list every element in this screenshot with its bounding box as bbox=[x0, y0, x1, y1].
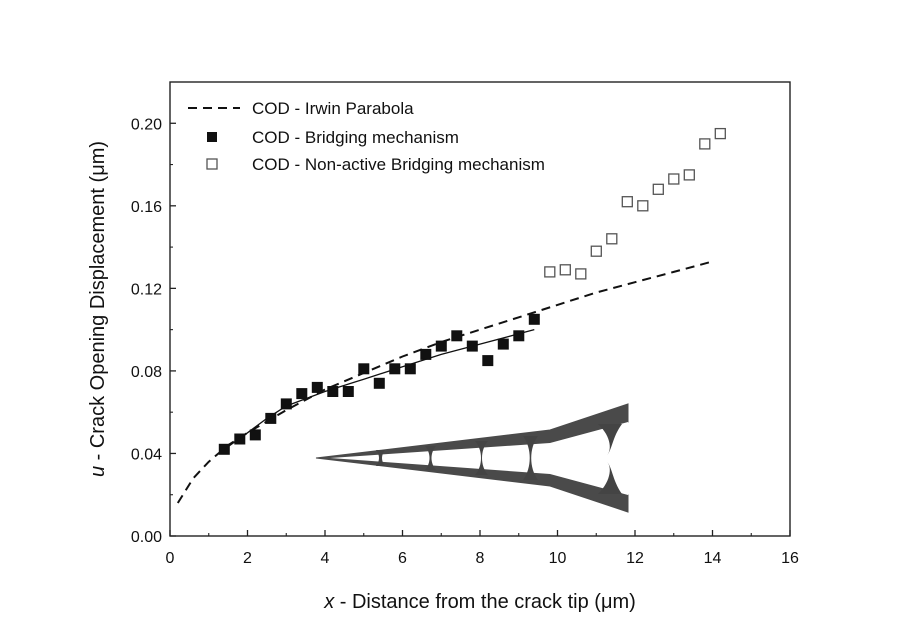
y-tick-label: 0.16 bbox=[131, 199, 162, 216]
non-active-data-point bbox=[668, 173, 680, 185]
non-active-data-point bbox=[559, 264, 571, 276]
series-layer bbox=[176, 127, 726, 504]
bridging-data-point bbox=[513, 330, 525, 342]
bridge-ligament bbox=[475, 441, 488, 475]
x-tick-label: 6 bbox=[398, 550, 407, 567]
bridging-data-point bbox=[296, 388, 308, 400]
bridge-ligament bbox=[376, 450, 385, 466]
y-axis-label-var: u bbox=[87, 466, 109, 477]
bridging-fit-line bbox=[223, 328, 535, 450]
x-tick-label: 2 bbox=[243, 550, 252, 567]
x-tick-label: 10 bbox=[549, 550, 567, 567]
x-tick-label: 8 bbox=[476, 550, 485, 567]
y-tick-label: 0.00 bbox=[131, 529, 162, 546]
bridging-data-point bbox=[435, 340, 447, 352]
bridging-data-point bbox=[358, 363, 370, 375]
legend: COD - Irwin Parabola COD - Bridging mech… bbox=[188, 99, 545, 174]
non-active-data-point bbox=[621, 196, 633, 208]
bridging-data-point bbox=[265, 412, 277, 424]
bridge-ligament bbox=[425, 446, 436, 470]
x-axis: 0 2 4 6 8 10 12 14 16 bbox=[166, 530, 799, 567]
non-active-data-point bbox=[714, 127, 726, 140]
legend-label-irwin: COD - Irwin Parabola bbox=[252, 99, 414, 118]
legend-filled-square bbox=[207, 132, 217, 142]
x-tick-label: 14 bbox=[704, 550, 722, 567]
crack-opening bbox=[330, 422, 628, 495]
x-tick-label: 16 bbox=[781, 550, 799, 567]
crack-bridging-schematic bbox=[315, 403, 629, 513]
bridging-data-point bbox=[327, 386, 339, 397]
y-axis-label: u - Crack Opening Displacement (μm) bbox=[87, 141, 109, 477]
x-tick-label: 0 bbox=[166, 550, 175, 567]
x-tick-label: 4 bbox=[321, 550, 330, 567]
y-tick-label: 0.08 bbox=[131, 364, 162, 381]
broken-bridge-ligament bbox=[598, 424, 622, 494]
legend-label-bridging: COD - Bridging mechanism bbox=[252, 128, 459, 147]
bridging-data-point bbox=[249, 429, 261, 441]
x-axis-label: x - Distance from the crack tip (μm) bbox=[323, 591, 636, 613]
x-axis-label-text: - Distance from the crack tip (μm) bbox=[334, 591, 636, 613]
non-active-data-point bbox=[575, 268, 587, 280]
x-tick-label: 12 bbox=[626, 550, 644, 567]
non-active-data-point bbox=[606, 233, 618, 245]
legend-label-non-active: COD - Non-active Bridging mechanism bbox=[252, 155, 545, 174]
bridging-data-point bbox=[451, 330, 463, 342]
y-tick-label: 0.04 bbox=[131, 446, 162, 463]
non-active-data-point bbox=[590, 245, 602, 257]
bridge-ligament bbox=[523, 436, 538, 480]
non-active-data-point bbox=[637, 200, 649, 212]
bridging-data-point bbox=[373, 377, 385, 389]
non-active-data-point bbox=[683, 169, 695, 181]
y-axis: 0.00 0.04 0.08 0.12 0.16 0.20 bbox=[131, 116, 176, 546]
y-tick-label: 0.12 bbox=[131, 281, 162, 298]
bridging-data-point bbox=[482, 355, 494, 367]
bridging-data-point bbox=[528, 313, 540, 325]
legend-open-square bbox=[206, 158, 218, 170]
bridging-data-point bbox=[280, 398, 292, 410]
bridging-data-point bbox=[311, 381, 323, 393]
x-axis-label-var: x bbox=[323, 591, 335, 613]
bridging-data-point bbox=[497, 338, 509, 350]
non-active-data-point bbox=[544, 266, 556, 278]
y-axis-label-text: - Crack Opening Displacement (μm) bbox=[87, 141, 109, 466]
non-active-data-point bbox=[652, 183, 664, 195]
non-active-data-point bbox=[699, 138, 711, 150]
y-tick-label: 0.20 bbox=[131, 116, 162, 133]
bridging-data-point bbox=[342, 386, 354, 397]
